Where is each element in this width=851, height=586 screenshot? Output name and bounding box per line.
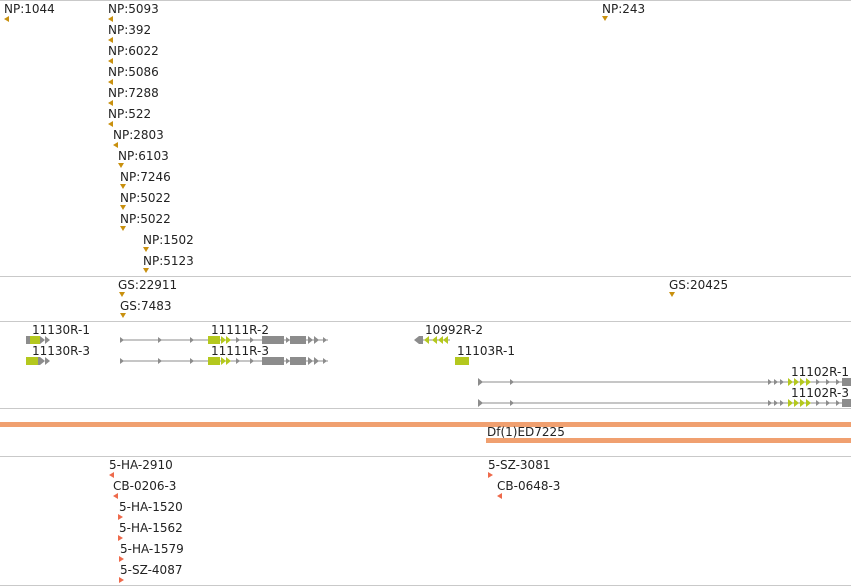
gs-feature-label: GS:22911 [118,278,178,292]
feature-marker-icon [108,121,113,127]
deficiency-label: Df(1)ED7225 [487,425,565,439]
insertion-marker-icon [113,493,118,499]
transcript-label: 11130R-1 [32,323,90,337]
transcript-label: 11111R-3 [211,344,269,358]
transcript-model [455,357,469,365]
np-feature-label: NP:1502 [143,233,194,247]
feature-marker-icon [669,292,675,297]
insertion-label: CB-0648-3 [497,479,561,493]
gs-track: GS:22911 GS:20425 GS:7483 [0,277,851,321]
feature-marker-icon [120,184,126,189]
feature-marker-icon [120,226,126,231]
transcript-model [414,336,450,344]
np-feature-label: NP:5086 [108,65,159,79]
feature-marker-icon [119,292,125,297]
insertion-marker-icon [118,535,123,541]
transcript-model [26,336,50,344]
feature-marker-icon [108,79,113,85]
transcript-label: 11103R-1 [457,344,515,358]
insertion-label: 5-HA-1520 [119,500,183,514]
deficiency-track: Df(1)ED7225 [0,409,851,456]
insertion-label: 5-HA-1579 [120,542,184,556]
np-track: NP:1044 NP:5093 NP:243 NP:392 NP:6022 NP… [0,0,851,276]
np-feature-label: NP:1044 [4,2,55,16]
transcript-model [478,399,851,407]
track-separator-genes-df [0,408,851,409]
insertion-label: CB-0206-3 [113,479,177,493]
track-separator-df-insertions [0,456,851,457]
np-feature-label: NP:7246 [120,170,171,184]
gene-model-track: 11130R-1 11130R-3 11111R-2 [0,322,851,408]
transcript-label: 11111R-2 [211,323,269,337]
feature-marker-icon [108,58,113,64]
insertion-marker-icon [497,493,502,499]
insertion-label: 5-SZ-3081 [488,458,551,472]
insertion-label: 5-SZ-4087 [120,563,183,577]
np-feature-label: NP:522 [108,107,152,121]
np-feature-label: NP:6103 [118,149,169,163]
transcript-label: 11102R-1 [791,365,849,379]
deficiency-bar [486,438,851,443]
gs-feature-label: GS:20425 [669,278,729,292]
transcript-model [26,357,50,365]
np-feature-label: NP:5123 [143,254,194,268]
feature-marker-icon [4,16,9,22]
feature-marker-icon [143,247,149,252]
np-feature-label: NP:5093 [108,2,159,16]
np-feature-label: NP:392 [108,23,152,37]
track-border-top [0,0,851,1]
transcript-model [120,336,328,344]
feature-marker-icon [120,313,126,318]
np-feature-label: NP:2803 [113,128,164,142]
transcript-label: 11102R-3 [791,386,849,400]
deficiency-span-bar[interactable] [0,422,851,427]
feature-marker-icon [108,100,113,106]
transcript-label: 11130R-3 [32,344,90,358]
insertion-label: 5-HA-1562 [119,521,183,535]
insertion-marker-icon [119,577,124,583]
feature-marker-icon [120,205,126,210]
feature-marker-icon [118,163,124,168]
np-feature-label: NP:5022 [120,212,171,226]
feature-marker-icon [108,16,113,22]
insertion-marker-icon [488,472,493,478]
insertion-label: 5-HA-2910 [109,458,173,472]
np-feature-label: NP:7288 [108,86,159,100]
track-separator-np-gs [0,276,851,277]
np-feature-label: NP:243 [602,2,646,16]
insertion-marker-icon [109,472,114,478]
transcript-model [120,357,328,365]
feature-marker-icon [602,16,608,21]
transcript-label: 10992R-2 [425,323,483,337]
transcript-model [478,378,851,386]
insertion-marker-icon [118,514,123,520]
track-separator-gs-genes [0,321,851,322]
feature-marker-icon [108,37,113,43]
insertion-marker-icon [119,556,124,562]
np-feature-label: NP:5022 [120,191,171,205]
np-feature-label: NP:6022 [108,44,159,58]
feature-marker-icon [143,268,149,273]
feature-marker-icon [113,142,118,148]
gs-feature-label: GS:7483 [120,299,172,313]
insertion-track: 5-HA-2910 CB-0206-3 5-HA-1520 5-HA-1562 … [0,457,851,585]
